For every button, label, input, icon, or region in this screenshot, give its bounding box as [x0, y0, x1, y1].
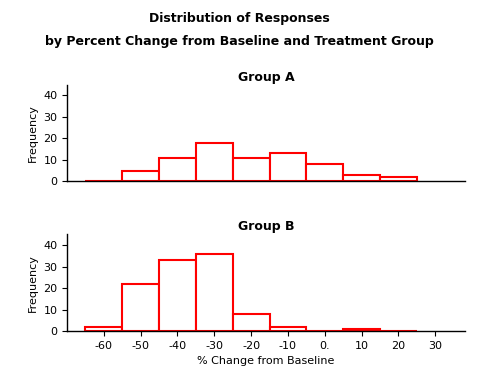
Bar — [196, 254, 233, 331]
Text: by Percent Change from Baseline and Treatment Group: by Percent Change from Baseline and Trea… — [45, 35, 434, 48]
Bar — [122, 284, 159, 331]
Bar — [233, 158, 270, 181]
Text: Distribution of Responses: Distribution of Responses — [149, 12, 330, 25]
Bar — [307, 164, 343, 181]
Title: Group A: Group A — [238, 70, 294, 84]
Y-axis label: Frequency: Frequency — [28, 104, 38, 162]
Bar — [233, 314, 270, 331]
Bar — [196, 143, 233, 181]
Y-axis label: Frequency: Frequency — [28, 254, 38, 312]
Bar — [122, 171, 159, 181]
Bar — [343, 175, 380, 181]
Bar — [270, 327, 307, 331]
Bar — [85, 327, 122, 331]
X-axis label: % Change from Baseline: % Change from Baseline — [197, 357, 334, 367]
Bar — [270, 153, 307, 181]
Bar — [343, 329, 380, 331]
Bar — [380, 177, 417, 181]
Bar — [159, 158, 196, 181]
Title: Group B: Group B — [238, 220, 294, 233]
Bar — [159, 260, 196, 331]
